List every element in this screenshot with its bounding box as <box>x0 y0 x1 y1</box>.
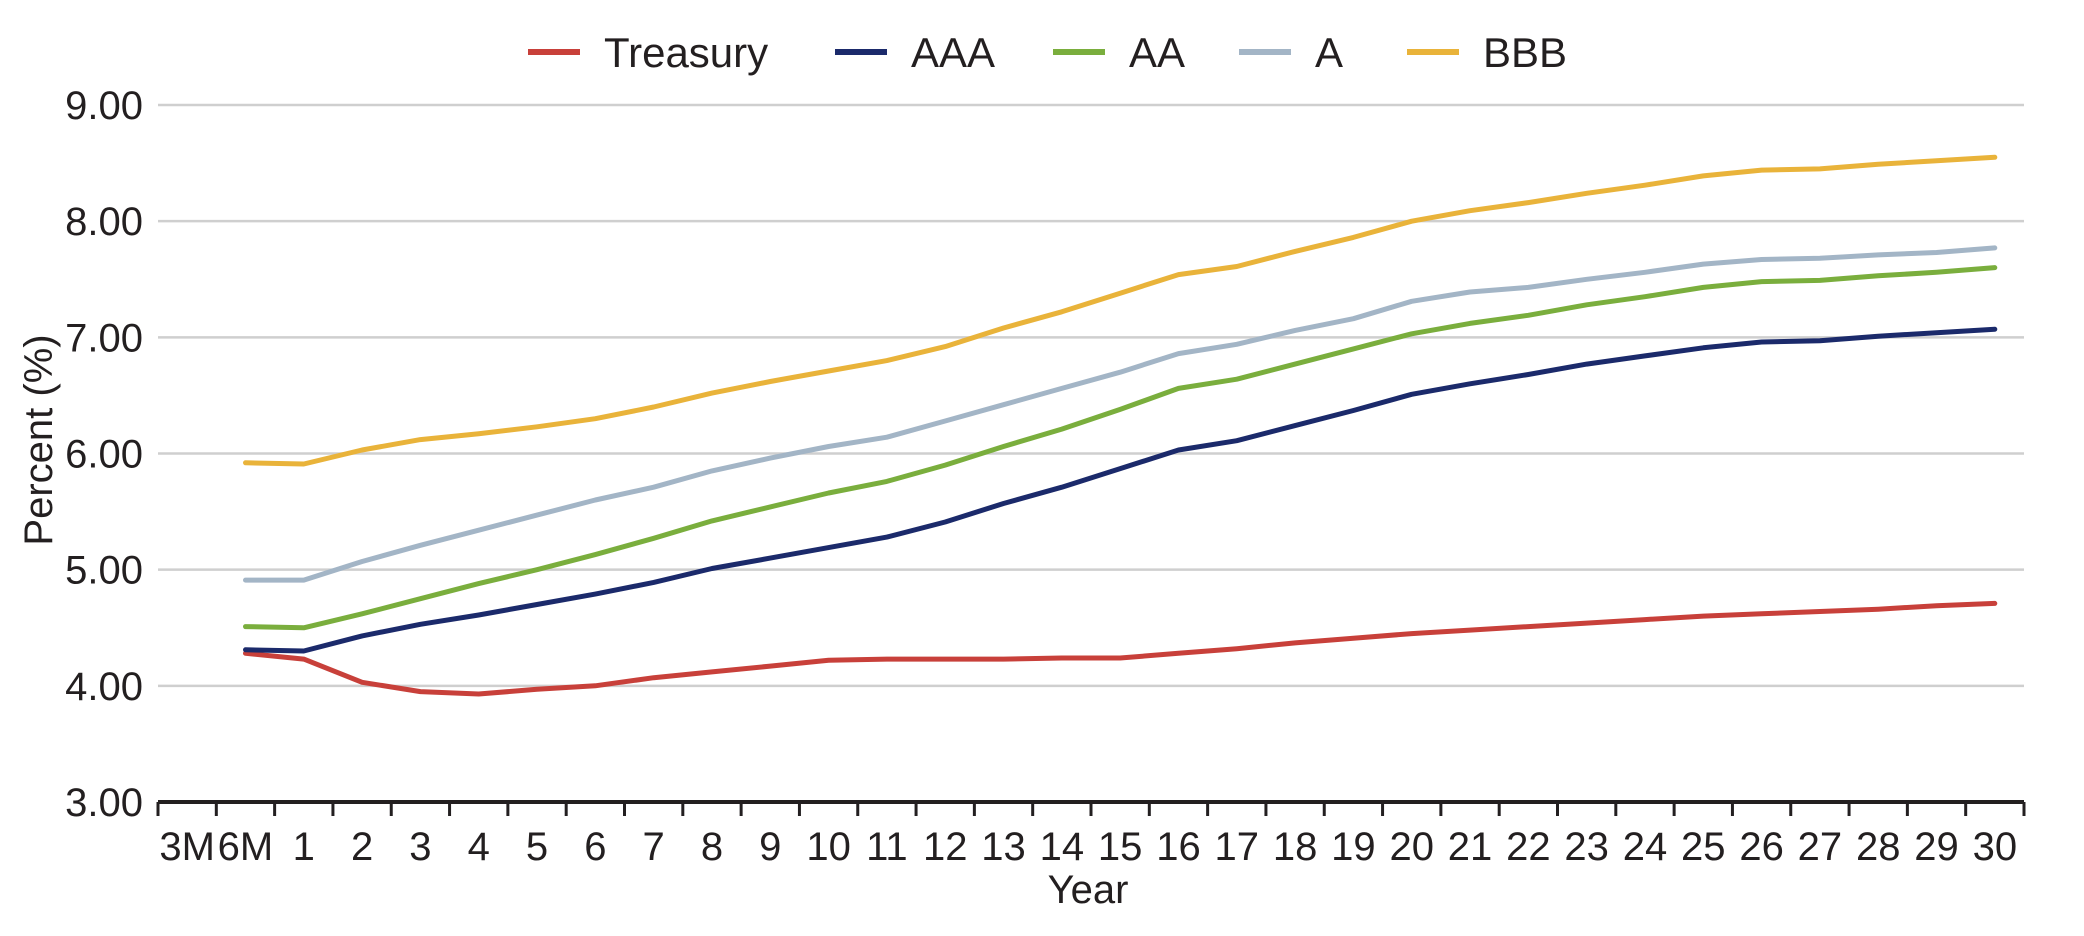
series-line-aa <box>243 265 1998 631</box>
legend-item-bbb: BBB <box>1407 29 1567 76</box>
y-tick-label: 4.00 <box>65 665 143 709</box>
x-tick-label: 11 <box>866 825 908 869</box>
x-tick-label: 2 <box>351 825 373 869</box>
x-tick-label: 23 <box>1564 825 1609 869</box>
gridlines <box>158 103 2024 688</box>
x-tick-label: 4 <box>468 825 490 869</box>
x-tick-label: 17 <box>1215 825 1260 869</box>
x-tick-label: 27 <box>1798 825 1843 869</box>
y-tick-label: 3.00 <box>65 781 143 825</box>
legend-label: Treasury <box>604 29 768 76</box>
y-tick-label: 7.00 <box>65 316 143 360</box>
x-tick-label: 1 <box>293 825 315 869</box>
series-lines <box>243 154 1998 697</box>
x-axis: 3M 6M 1 2 3 4 5 6 7 8 9 10 11 12 13 14 15 16 17 18 19 20 21 22 2… <box>156 800 2026 869</box>
series-line-bbb <box>243 154 1998 467</box>
x-tick-label: 9 <box>759 825 781 869</box>
x-tick-label: 25 <box>1681 825 1726 869</box>
x-tick-label: 10 <box>806 825 851 869</box>
y-tick-label: 6.00 <box>65 433 143 477</box>
legend: Treasury AAA AA A BBB <box>528 29 1567 76</box>
x-tick-label: 26 <box>1739 825 1784 869</box>
x-tick-label: 5 <box>526 825 548 869</box>
x-tick-label: 3 <box>409 825 431 869</box>
x-tick-label: 8 <box>701 825 723 869</box>
x-tick-label: 15 <box>1098 825 1143 869</box>
y-tick-label: 8.00 <box>65 200 143 244</box>
x-tick-label: 22 <box>1506 825 1551 869</box>
legend-item-aaa: AAA <box>835 29 995 76</box>
y-axis-title: Percent (%) <box>17 334 61 545</box>
x-tick-label: 14 <box>1040 825 1085 869</box>
x-tick-label: 21 <box>1448 825 1493 869</box>
series-line-treasury <box>243 600 1998 697</box>
legend-label: AAA <box>911 29 995 76</box>
x-tick-label: 29 <box>1914 825 1959 869</box>
x-tick-label: 6 <box>584 825 606 869</box>
legend-item-a: A <box>1239 29 1343 76</box>
x-tick-label: 7 <box>643 825 665 869</box>
x-tick-label: 13 <box>981 825 1026 869</box>
x-tick-label: 20 <box>1389 825 1434 869</box>
x-tick-label: 19 <box>1331 825 1376 869</box>
legend-label: A <box>1315 29 1343 76</box>
x-tick-label: 18 <box>1273 825 1318 869</box>
legend-label: AA <box>1129 29 1185 76</box>
series-line-aaa <box>243 326 1998 654</box>
x-tick-label: 30 <box>1973 825 2018 869</box>
x-axis-title: Year <box>1048 868 1129 912</box>
series-line-a <box>243 245 1998 583</box>
legend-item-treasury: Treasury <box>528 29 768 76</box>
x-tick-label: 16 <box>1156 825 1201 869</box>
x-tick-label: 3M <box>159 825 215 869</box>
legend-item-aa: AA <box>1053 29 1185 76</box>
legend-label: BBB <box>1483 29 1567 76</box>
x-tick-label: 24 <box>1623 825 1668 869</box>
y-tick-label: 5.00 <box>65 549 143 593</box>
x-tick-label: 6M <box>218 825 274 869</box>
y-axis-tick-labels: 3.00 4.00 5.00 6.00 7.00 8.00 9.00 <box>65 84 143 825</box>
y-tick-label: 9.00 <box>65 84 143 128</box>
x-tick-label: 12 <box>923 825 968 869</box>
x-tick-label: 28 <box>1856 825 1901 869</box>
